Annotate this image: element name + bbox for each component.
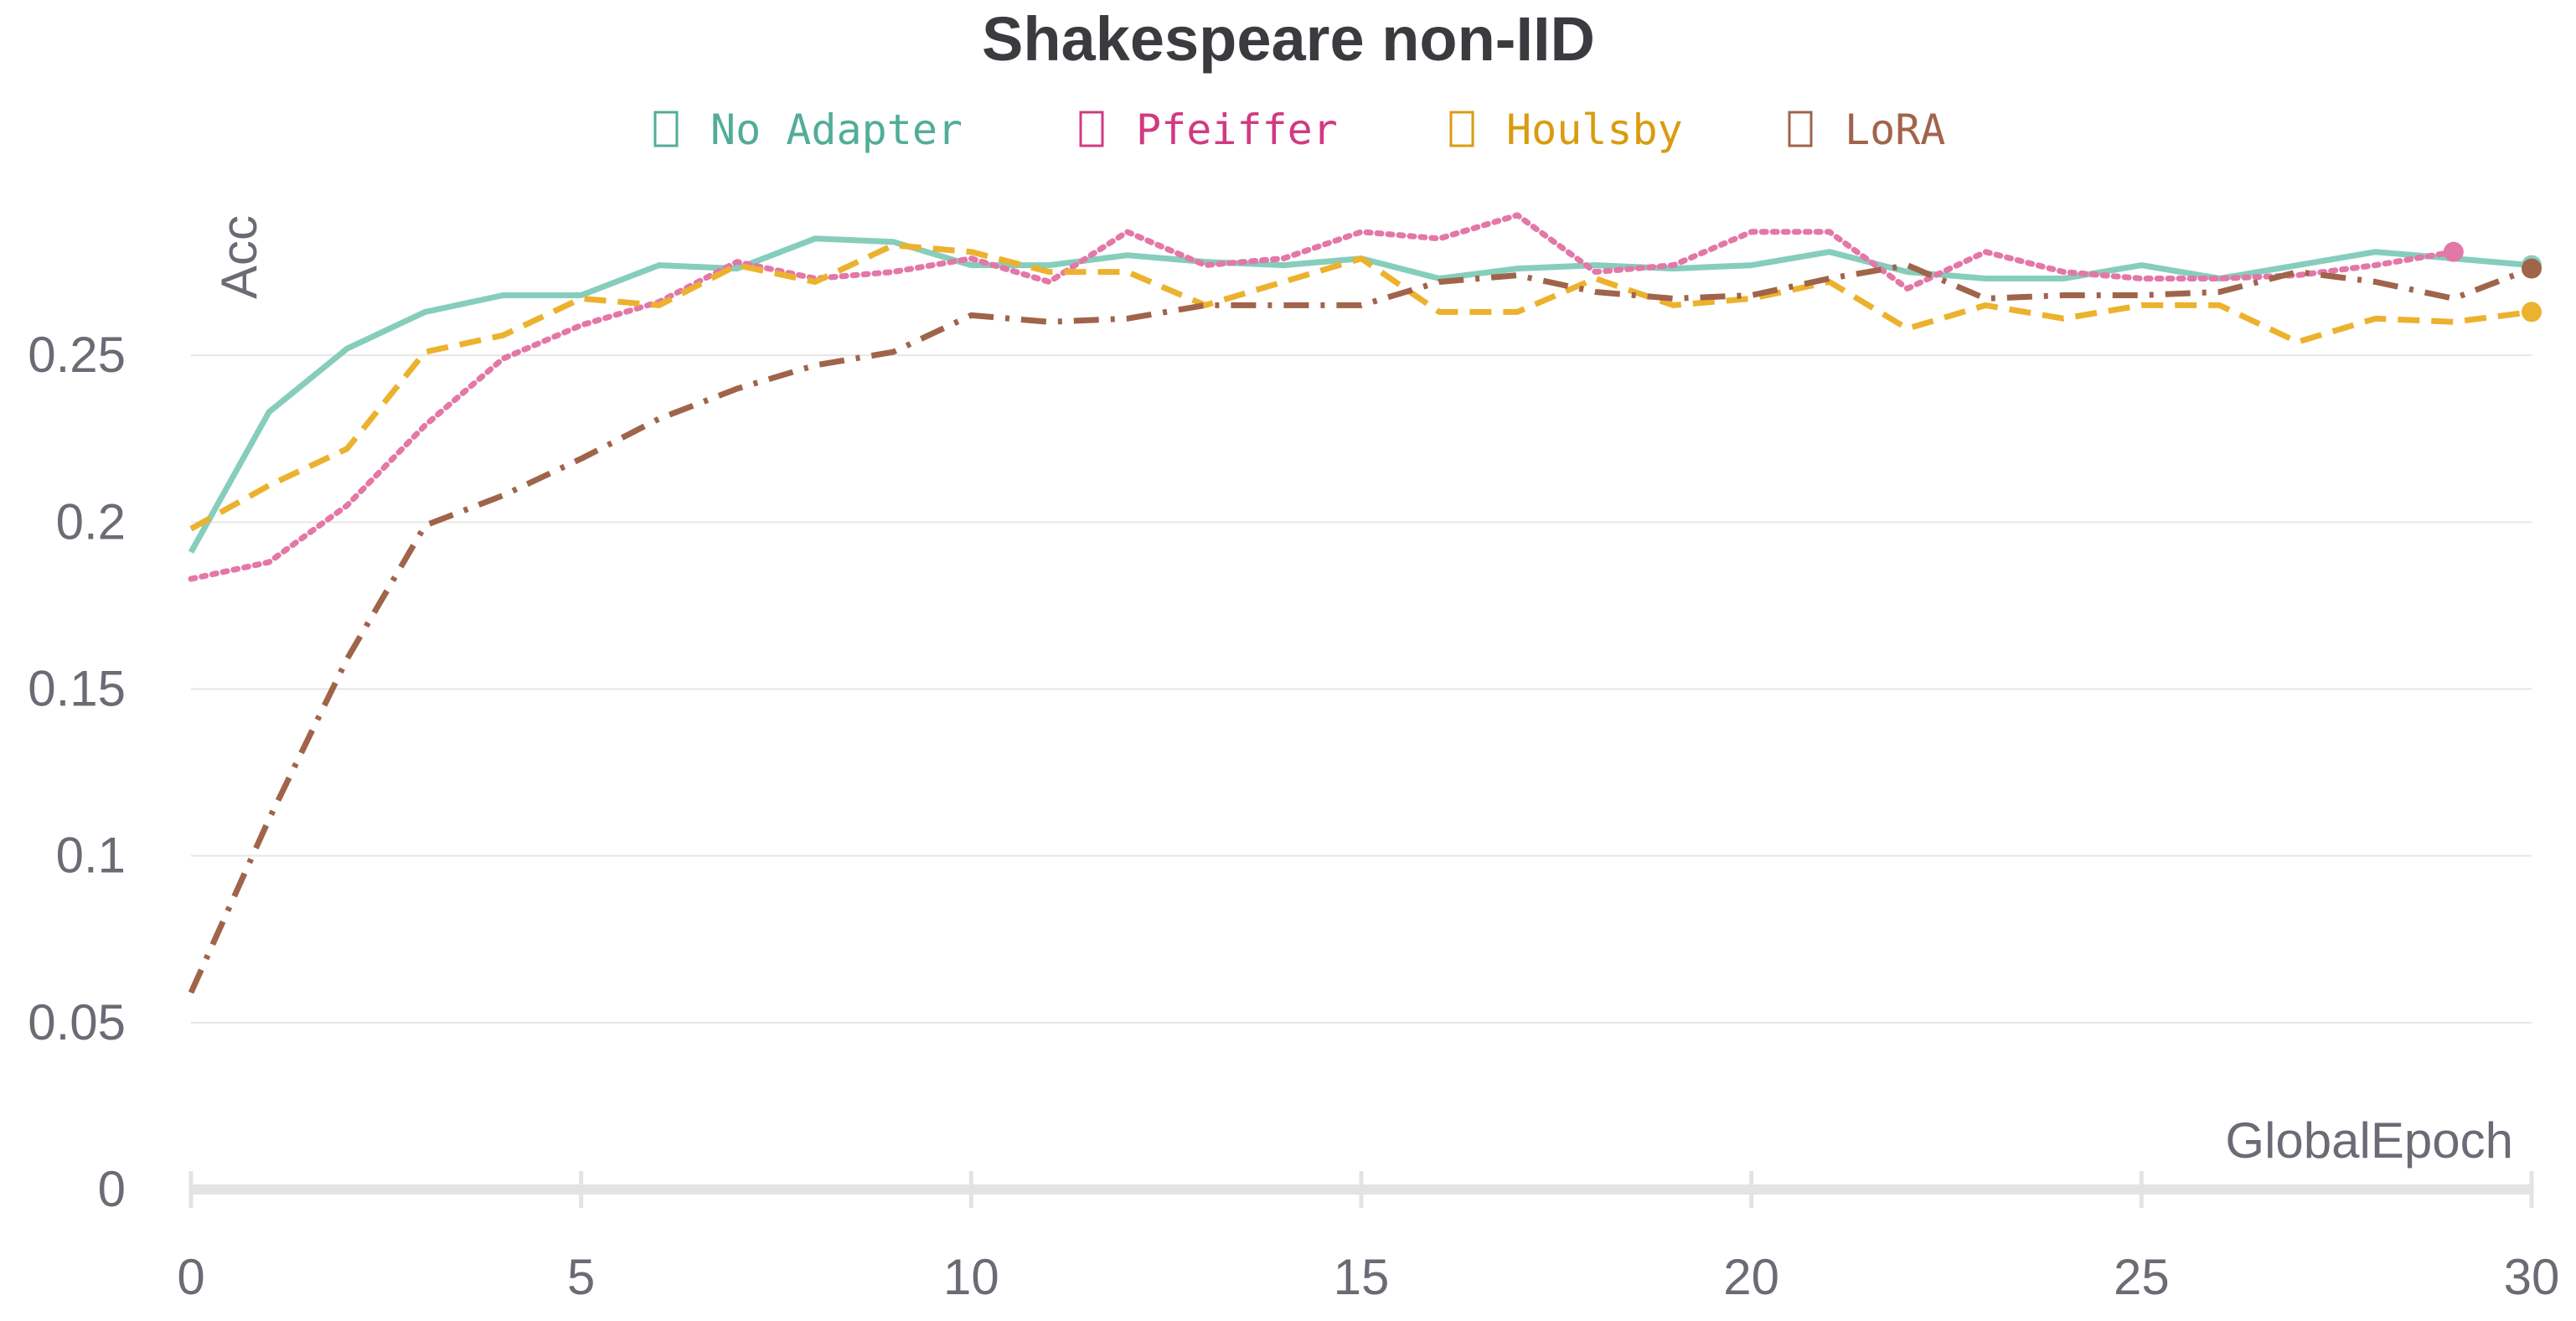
y-tick-label: 0.2 <box>56 493 126 550</box>
y-tick-label: 0.25 <box>28 327 126 383</box>
x-tick-label: 15 <box>1334 1249 1390 1305</box>
end-marker-pfeiffer <box>2443 241 2464 262</box>
y-axis-ticks: 0 0.05 0.1 0.15 0.2 0.25 <box>28 327 126 1217</box>
y-tick-label: 0 <box>98 1161 126 1217</box>
y-tick-label: 0.15 <box>28 661 126 717</box>
x-tick-label: 25 <box>2114 1249 2170 1305</box>
legend-label-pfeiffer: Pfeiffer <box>1136 106 1338 154</box>
x-tick-label: 20 <box>1723 1249 1779 1305</box>
series-line-houlsby <box>189 242 2532 532</box>
legend-swatch-no-adapter <box>653 111 679 147</box>
x-tick-label: 30 <box>2504 1249 2560 1305</box>
legend-swatch-lora <box>1788 111 1813 147</box>
x-axis-label: GlobalEpoch <box>2225 1112 2513 1169</box>
series-line-pfeiffer <box>188 212 2457 582</box>
x-tick-label: 10 <box>943 1249 999 1305</box>
end-marker-lora <box>2522 258 2542 279</box>
legend-label-houlsby: Houlsby <box>1506 106 1683 154</box>
y-tick-label: 0.05 <box>28 994 126 1050</box>
x-axis: 0 5 10 15 20 25 30 <box>177 1171 2559 1305</box>
x-tick-label: 0 <box>177 1249 204 1305</box>
legend-swatch-houlsby <box>1449 111 1474 147</box>
series-lines <box>188 212 2533 994</box>
end-marker-houlsby <box>2522 302 2542 323</box>
gridlines <box>191 354 2532 1024</box>
y-axis-label: Acc <box>211 215 267 299</box>
chart-title: Shakespeare non-IID <box>982 4 1595 74</box>
legend-swatch-pfeiffer <box>1079 111 1104 147</box>
legend: No Adapter Pfeiffer Houlsby LoRA <box>653 106 1945 154</box>
series-line-no-adapter <box>188 235 2532 554</box>
x-tick-label: 5 <box>567 1249 595 1305</box>
end-markers <box>2443 241 2542 323</box>
legend-label-lora: LoRA <box>1845 106 1945 154</box>
series-line-lora <box>188 262 2533 994</box>
legend-label-no-adapter: No Adapter <box>710 106 963 154</box>
y-tick-label: 0.1 <box>56 828 126 884</box>
